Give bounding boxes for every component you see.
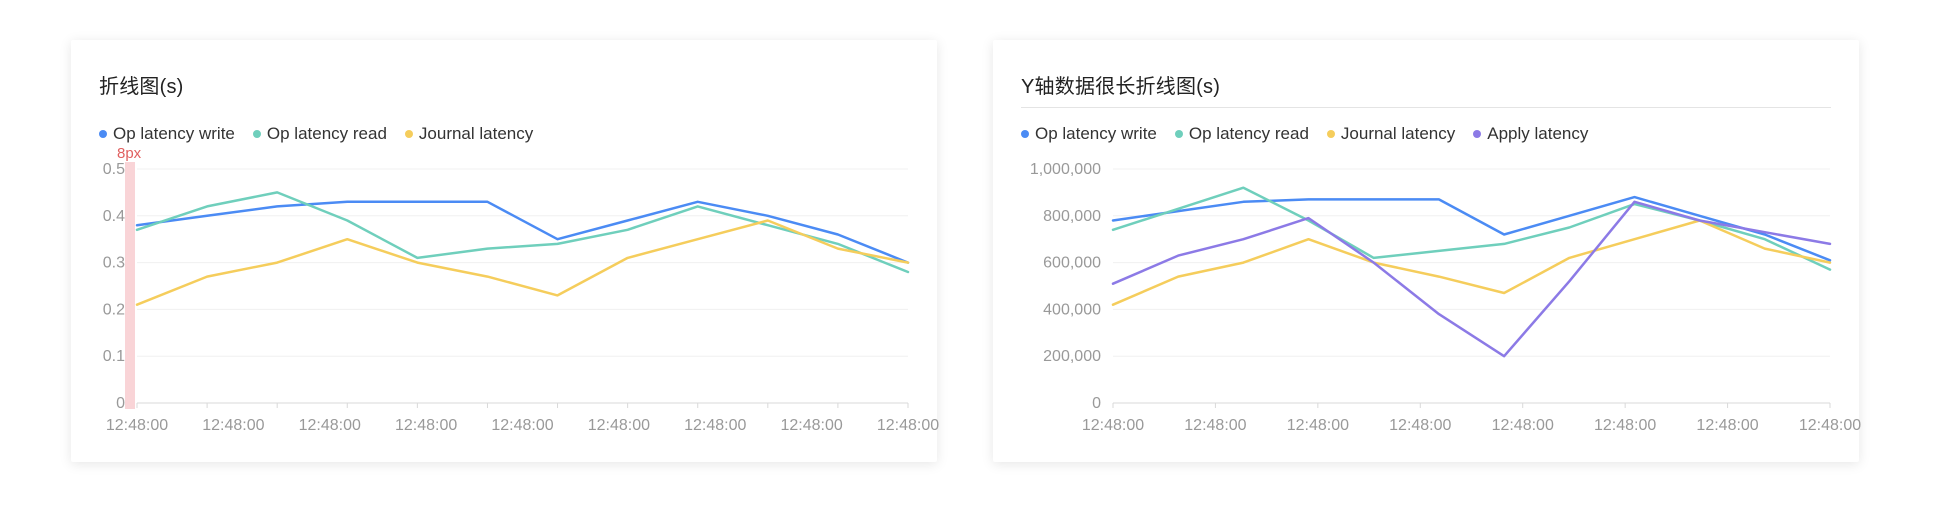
- x-tick-label: 12:48:00: [780, 417, 842, 434]
- legend-label: Op latency read: [1188, 124, 1309, 143]
- x-tick-label: 12:48:00: [202, 417, 264, 434]
- legend-label: Journal latency: [1340, 124, 1456, 143]
- x-tick-label: 12:48:00: [1594, 417, 1656, 434]
- x-tick-label: 12:48:00: [1799, 417, 1861, 434]
- x-tick-label: 12:48:00: [299, 417, 361, 434]
- line-chart-plot: 0 200,000 400,000 600,000 800,000 1,000,000 12…: [1030, 161, 1861, 434]
- legend-dot-icon: [1174, 130, 1183, 138]
- legend-dot-icon: [252, 130, 261, 138]
- y-tick-label: 0.3: [103, 255, 125, 272]
- y-tick-label: 600,000: [1043, 255, 1101, 272]
- series-line: [1111, 200, 1832, 358]
- y-tick-label: 0.1: [103, 348, 125, 365]
- y-tick-label: 400,000: [1043, 301, 1101, 318]
- legend-label: Journal latency: [418, 124, 534, 143]
- legend-dot-icon: [1021, 130, 1029, 138]
- legend-dot-icon: [99, 130, 107, 138]
- legend-label: Op latency write: [1035, 124, 1157, 143]
- chart-legend: Op latency write Op latency read Journal l…: [1021, 124, 1588, 144]
- series-line: [1111, 219, 1832, 306]
- y-tick-label: 1,000,000: [1030, 161, 1101, 178]
- legend-item[interactable]: Op latency write: [1021, 124, 1157, 144]
- title-divider: [1021, 107, 1831, 108]
- chart-title: Y轴数据很长折线图(s): [1021, 76, 1221, 98]
- series-line: [135, 191, 910, 274]
- legend-item[interactable]: Journal latency: [404, 124, 534, 144]
- x-tick-label: 12:48:00: [877, 417, 939, 434]
- x-tick-label: 12:48:00: [106, 417, 168, 434]
- y-tick-label: 0.4: [103, 208, 125, 225]
- legend-item[interactable]: Op latency read: [1174, 124, 1309, 144]
- chart-title: 折线图(s): [99, 76, 184, 98]
- y-tick-label: 200,000: [1043, 348, 1101, 365]
- padding-marker: [125, 162, 135, 409]
- x-tick-label: 12:48:00: [1082, 417, 1144, 434]
- legend-dot-icon: [404, 130, 413, 138]
- y-tick-label: 800,000: [1043, 208, 1101, 225]
- y-tick-label: 0.5: [103, 161, 125, 178]
- legend-label: Apply latency: [1487, 124, 1589, 143]
- x-tick-label: 12:48:00: [395, 417, 457, 434]
- legend-label: Op latency write: [113, 124, 235, 143]
- x-tick-label: 12:48:00: [1492, 417, 1554, 434]
- x-tick-label: 12:48:00: [1184, 417, 1246, 434]
- legend-item[interactable]: Op latency write: [99, 124, 235, 144]
- x-tick-label: 12:48:00: [588, 417, 650, 434]
- padding-annotation: 8px: [117, 145, 142, 162]
- chart-card-latency: 折线图(s) Op latency write Op latency read Jo…: [71, 40, 939, 462]
- series-line: [1111, 186, 1832, 271]
- x-tick-label: 12:48:00: [684, 417, 746, 434]
- y-tick-label: 0.2: [103, 301, 125, 318]
- series-line: [135, 219, 910, 306]
- legend-item[interactable]: Op latency read: [252, 124, 387, 144]
- y-tick-label: 0: [116, 395, 125, 412]
- legend-dot-icon: [1326, 130, 1335, 138]
- legend-item[interactable]: Journal latency: [1326, 124, 1456, 144]
- x-tick-label: 12:48:00: [1287, 417, 1349, 434]
- chart-legend: Op latency write Op latency read Journal l…: [99, 124, 533, 144]
- legend-dot-icon: [1473, 130, 1482, 138]
- x-tick-label: 12:48:00: [1696, 417, 1758, 434]
- y-tick-label: 0: [1092, 395, 1101, 412]
- line-chart-plot: 0 0.1 0.2 0.3 0.4 0.5 12:48:00 12:48:00 12:48:00…: [103, 145, 939, 434]
- x-tick-label: 12:48:00: [491, 417, 553, 434]
- x-tick-label: 12:48:00: [1389, 417, 1451, 434]
- chart-card-long-y-axis: Y轴数据很长折线图(s) Op latency write Op latency …: [993, 40, 1861, 462]
- legend-item[interactable]: Apply latency: [1473, 124, 1588, 144]
- series-line: [1111, 195, 1832, 262]
- series-line: [135, 200, 910, 264]
- legend-label: Op latency read: [266, 124, 387, 143]
